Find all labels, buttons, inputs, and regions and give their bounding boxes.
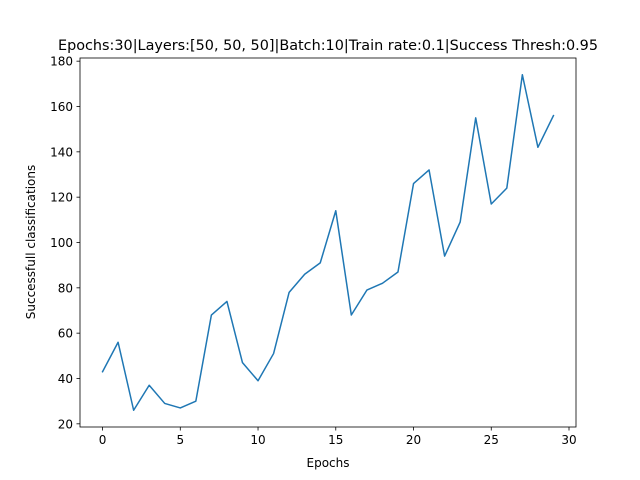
x-tick-label: 15 [328, 433, 343, 447]
y-tick-label: 180 [50, 55, 73, 69]
x-tick-label: 25 [484, 433, 499, 447]
x-tick-label: 30 [561, 433, 576, 447]
y-tick-label: 160 [50, 100, 73, 114]
y-tick-label: 80 [58, 281, 73, 295]
x-axis: 0 5 10 15 20 25 30 [99, 427, 577, 447]
chart-title: Epochs:30|Layers:[50, 50, 50]|Batch:10|T… [58, 38, 598, 54]
y-tick-label: 60 [58, 327, 73, 341]
series-line [101, 74, 555, 411]
x-axis-label: Epochs [307, 456, 350, 470]
y-tick-label: 120 [50, 191, 73, 205]
y-tick-label: 100 [50, 236, 73, 250]
y-tick-label: 140 [50, 145, 73, 159]
y-tick-label: 40 [58, 372, 73, 386]
x-tick-label: 0 [99, 433, 107, 447]
y-axis: 20 40 60 80 100 120 140 160 180 [50, 55, 80, 431]
x-tick-label: 10 [250, 433, 265, 447]
y-tick-label: 20 [58, 417, 73, 431]
x-tick-label: 5 [176, 433, 184, 447]
x-tick-label: 20 [406, 433, 421, 447]
y-axis-label: Successfull classifications [24, 165, 38, 320]
